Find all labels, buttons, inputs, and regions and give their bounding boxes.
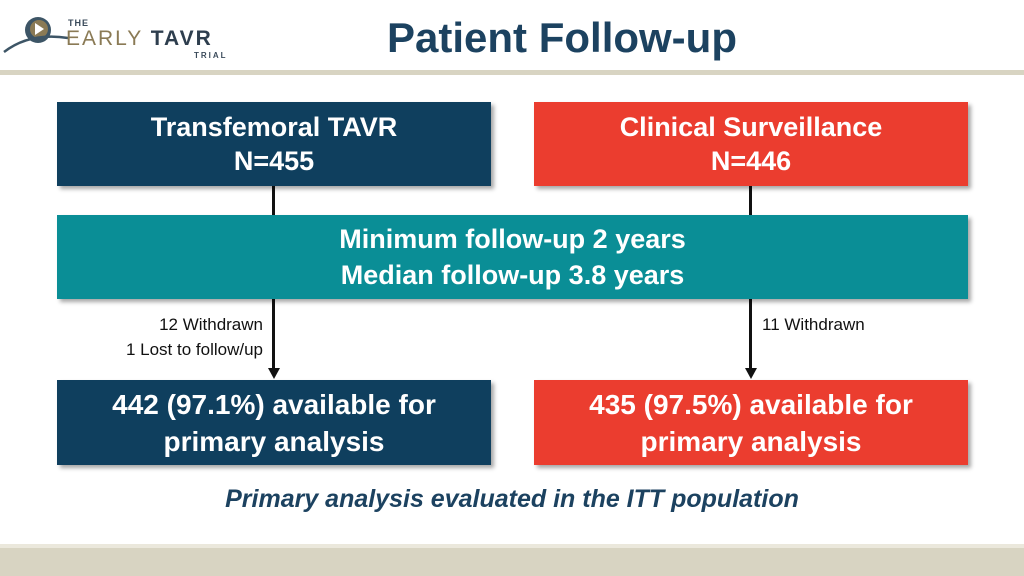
- arm-surveillance-name: Clinical Surveillance: [619, 112, 883, 142]
- arm-surveillance-n: N=446: [710, 146, 792, 176]
- arm-tavr-name: Transfemoral TAVR: [150, 112, 398, 142]
- logo-name-text: EARLY TAVR: [66, 27, 213, 51]
- connector-right-top: [749, 186, 752, 215]
- loss-note-surveillance: 11 Withdrawn: [762, 312, 865, 337]
- header-divider: [0, 70, 1024, 75]
- connector-left-bottom: [272, 299, 275, 369]
- result-surveillance-line1: 435 (97.5%) available for: [589, 388, 913, 420]
- connector-right-bottom: [749, 299, 752, 369]
- loss-tavr-lost: 1 Lost to follow/up: [125, 340, 263, 359]
- slide-title: Patient Follow-up: [387, 14, 737, 61]
- loss-tavr-withdrawn: 12 Withdrawn: [159, 315, 263, 334]
- logo-the-text: THE: [68, 18, 89, 28]
- result-box-surveillance: 435 (97.5%) available for primary analys…: [534, 380, 968, 465]
- result-tavr-line1: 442 (97.1%) available for: [112, 388, 436, 420]
- result-box-tavr: 442 (97.1%) available for primary analys…: [57, 380, 491, 465]
- logo-trial-text: TRIAL: [194, 51, 228, 60]
- follow-up-box: Minimum follow-up 2 years Median follow-…: [57, 215, 968, 299]
- arrow-left-icon: [267, 368, 280, 379]
- trial-logo: THE EARLY TAVR TRIAL: [2, 10, 242, 60]
- arrow-right-icon: [744, 368, 757, 379]
- loss-note-tavr: 12 Withdrawn 1 Lost to follow/up: [60, 312, 263, 362]
- footer-band: [0, 544, 1024, 576]
- result-tavr-line2: primary analysis: [163, 425, 385, 457]
- follow-up-minimum: Minimum follow-up 2 years: [339, 224, 686, 254]
- footer-stripe: [0, 544, 1024, 548]
- loss-surveillance-withdrawn: 11 Withdrawn: [762, 315, 865, 334]
- valve-swoosh-icon: [3, 17, 69, 53]
- logo-early-text: EARLY: [66, 27, 143, 50]
- result-surveillance-line2: primary analysis: [640, 425, 862, 457]
- follow-up-median: Median follow-up 3.8 years: [340, 260, 685, 290]
- logo-tavr-text: TAVR: [150, 27, 213, 50]
- arm-box-tavr: Transfemoral TAVR N=455: [57, 102, 491, 186]
- arm-tavr-n: N=455: [233, 146, 315, 176]
- connector-left-top: [272, 186, 275, 215]
- analysis-footnote: Primary analysis evaluated in the ITT po…: [225, 485, 799, 513]
- arm-box-surveillance: Clinical Surveillance N=446: [534, 102, 968, 186]
